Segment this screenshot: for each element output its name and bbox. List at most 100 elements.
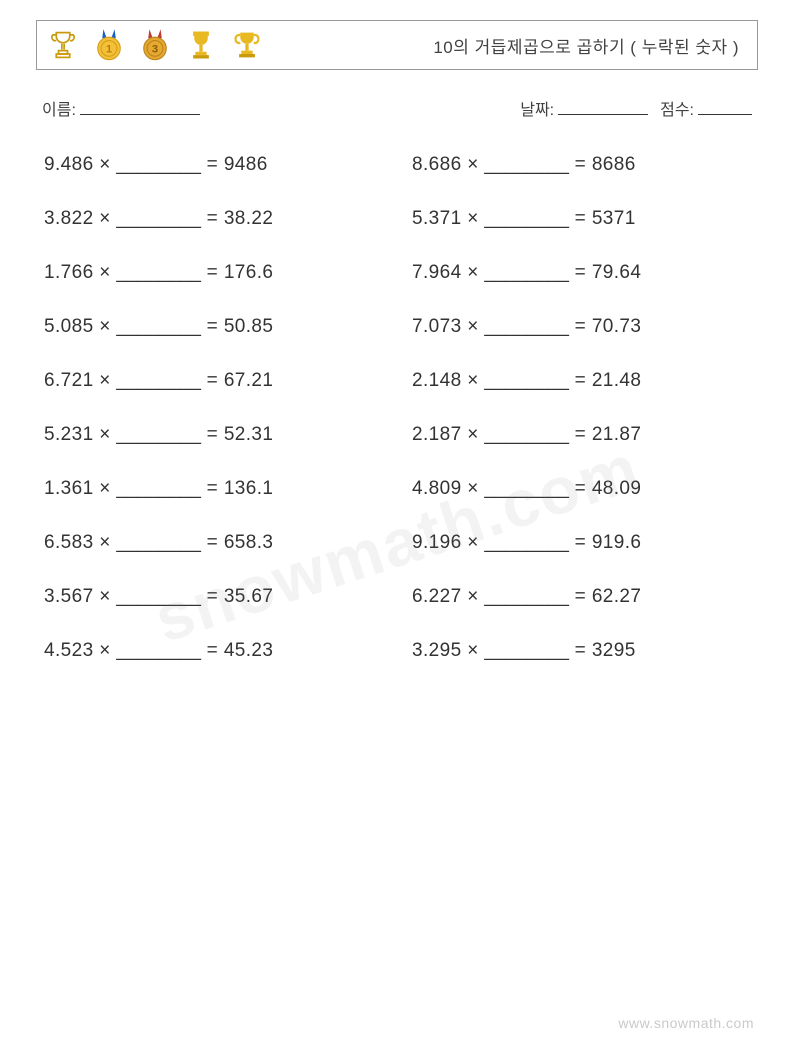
result: 9486: [224, 154, 268, 175]
problem: 4.523 × ________ = 45.23: [44, 640, 382, 662]
problem: 8.686 × ________ = 8686: [412, 154, 750, 176]
multiplicand: 4.809: [412, 478, 462, 499]
answer-blank[interactable]: ________: [116, 532, 201, 553]
date-field: 날짜:: [520, 96, 648, 120]
problem: 3.822 × ________ = 38.22: [44, 208, 382, 230]
multiplicand: 2.148: [412, 370, 462, 391]
multiplicand: 7.964: [412, 262, 462, 283]
trophy-outline-icon: [45, 27, 81, 63]
result: 79.64: [592, 262, 642, 283]
medal-3-icon: 3: [137, 27, 173, 63]
svg-text:1: 1: [106, 43, 112, 55]
result: 658.3: [224, 532, 274, 553]
problem: 2.187 × ________ = 21.87: [412, 424, 750, 446]
answer-blank[interactable]: ________: [116, 154, 201, 175]
name-label: 이름:: [42, 102, 76, 119]
problem: 6.721 × ________ = 67.21: [44, 370, 382, 392]
multiplicand: 5.085: [44, 316, 94, 337]
result: 52.31: [224, 424, 274, 445]
multiplicand: 3.567: [44, 586, 94, 607]
worksheet-title: 10의 거듭제곱으로 곱하기 ( 누락된 숫자 ): [433, 33, 739, 58]
result: 67.21: [224, 370, 274, 391]
problem: 2.148 × ________ = 21.48: [412, 370, 750, 392]
problem: 3.567 × ________ = 35.67: [44, 586, 382, 608]
answer-blank[interactable]: ________: [484, 424, 569, 445]
score-label: 점수:: [660, 102, 694, 119]
multiplicand: 2.187: [412, 424, 462, 445]
answer-blank[interactable]: ________: [484, 478, 569, 499]
multiplicand: 9.196: [412, 532, 462, 553]
result: 21.48: [592, 370, 642, 391]
meta-row: 이름: 날짜: 점수:: [36, 96, 758, 120]
result: 919.6: [592, 532, 642, 553]
svg-text:3: 3: [152, 43, 158, 55]
answer-blank[interactable]: ________: [116, 316, 201, 337]
problems-grid: 9.486 × ________ = 9486 8.686 × ________ …: [36, 154, 758, 662]
multiplicand: 6.721: [44, 370, 94, 391]
answer-blank[interactable]: ________: [484, 316, 569, 337]
problem: 4.809 × ________ = 48.09: [412, 478, 750, 500]
problem: 5.371 × ________ = 5371: [412, 208, 750, 230]
answer-blank[interactable]: ________: [116, 586, 201, 607]
result: 136.1: [224, 478, 274, 499]
result: 45.23: [224, 640, 274, 661]
multiplicand: 6.583: [44, 532, 94, 553]
result: 38.22: [224, 208, 274, 229]
result: 35.67: [224, 586, 274, 607]
result: 5371: [592, 208, 636, 229]
multiplicand: 3.822: [44, 208, 94, 229]
header-box: 1 3: [36, 20, 758, 70]
meta-right: 날짜: 점수:: [520, 96, 752, 120]
header-icons: 1 3: [45, 27, 265, 63]
result: 62.27: [592, 586, 642, 607]
answer-blank[interactable]: ________: [116, 262, 201, 283]
medal-1-icon: 1: [91, 27, 127, 63]
answer-blank[interactable]: ________: [484, 208, 569, 229]
name-field: 이름:: [42, 96, 200, 120]
result: 48.09: [592, 478, 642, 499]
problem: 6.227 × ________ = 62.27: [412, 586, 750, 608]
answer-blank[interactable]: ________: [116, 208, 201, 229]
answer-blank[interactable]: ________: [484, 370, 569, 391]
multiplicand: 4.523: [44, 640, 94, 661]
result: 70.73: [592, 316, 642, 337]
answer-blank[interactable]: ________: [116, 424, 201, 445]
multiplicand: 5.371: [412, 208, 462, 229]
problem: 1.361 × ________ = 136.1: [44, 478, 382, 500]
problem: 9.196 × ________ = 919.6: [412, 532, 750, 554]
result: 21.87: [592, 424, 642, 445]
problem: 5.231 × ________ = 52.31: [44, 424, 382, 446]
trophy-handles-icon: [229, 27, 265, 63]
problem: 7.073 × ________ = 70.73: [412, 316, 750, 338]
answer-blank[interactable]: ________: [116, 478, 201, 499]
multiplicand: 5.231: [44, 424, 94, 445]
multiplicand: 9.486: [44, 154, 94, 175]
answer-blank[interactable]: ________: [484, 532, 569, 553]
problem: 9.486 × ________ = 9486: [44, 154, 382, 176]
multiplicand: 1.766: [44, 262, 94, 283]
problem: 5.085 × ________ = 50.85: [44, 316, 382, 338]
answer-blank[interactable]: ________: [484, 586, 569, 607]
problem: 3.295 × ________ = 3295: [412, 640, 750, 662]
answer-blank[interactable]: ________: [484, 262, 569, 283]
name-blank[interactable]: [80, 101, 200, 115]
answer-blank[interactable]: ________: [116, 370, 201, 391]
answer-blank[interactable]: ________: [484, 640, 569, 661]
multiplicand: 1.361: [44, 478, 94, 499]
score-blank[interactable]: [698, 101, 752, 115]
multiplicand: 3.295: [412, 640, 462, 661]
date-label: 날짜:: [520, 102, 554, 119]
problem: 6.583 × ________ = 658.3: [44, 532, 382, 554]
score-field: 점수:: [660, 96, 752, 120]
multiplicand: 8.686: [412, 154, 462, 175]
problem: 7.964 × ________ = 79.64: [412, 262, 750, 284]
result: 8686: [592, 154, 636, 175]
answer-blank[interactable]: ________: [116, 640, 201, 661]
trophy-flat-icon: [183, 27, 219, 63]
result: 176.6: [224, 262, 274, 283]
footer-url: www.snowmath.com: [618, 1015, 754, 1031]
date-blank[interactable]: [558, 101, 648, 115]
answer-blank[interactable]: ________: [484, 154, 569, 175]
multiplicand: 6.227: [412, 586, 462, 607]
multiplicand: 7.073: [412, 316, 462, 337]
